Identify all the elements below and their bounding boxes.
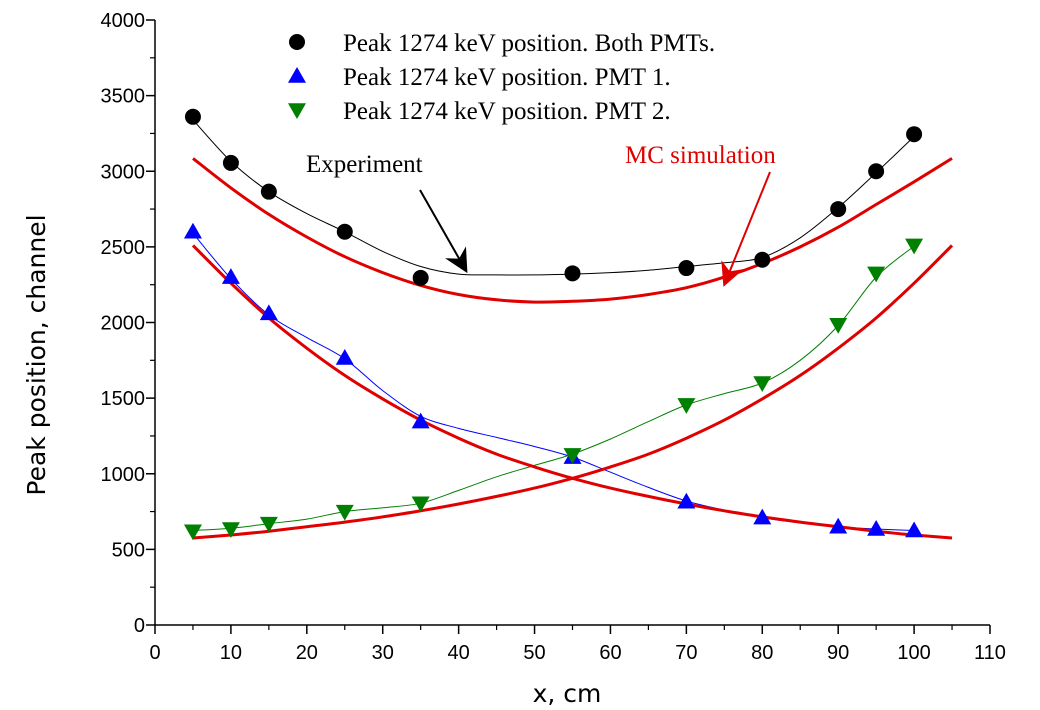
series-1-point	[260, 183, 277, 200]
y-tick-label: 1000	[101, 464, 146, 486]
series-2-point	[829, 517, 848, 534]
y-axis-label: Peak position, channel	[22, 214, 51, 495]
series-3-point	[867, 266, 886, 283]
legend: Peak 1274 keV position. Both PMTs. Peak 1…	[288, 30, 715, 125]
data-points	[183, 108, 924, 541]
series-2-point	[867, 519, 886, 536]
x-tick-label: 40	[448, 642, 470, 664]
series-3-point	[259, 516, 278, 533]
series-2-point	[221, 268, 240, 284]
mc-simulation-pmt1-curve	[191, 244, 953, 540]
y-tick-label: 500	[112, 539, 145, 561]
series-2-point	[753, 508, 772, 525]
x-tick-label: 110	[974, 642, 1006, 664]
series-2-point	[905, 521, 924, 538]
series-2-point	[183, 222, 202, 239]
annotation-arrow-2	[721, 171, 771, 287]
series-1-point	[830, 201, 847, 218]
series-1-point	[222, 154, 239, 171]
x-tick-label: 80	[751, 642, 773, 664]
experiment-fit-pmt2-curve	[192, 245, 915, 531]
x-axis-label: x, cm	[533, 679, 602, 708]
series-3-point	[677, 398, 696, 414]
mc-simulation-pmt2-curve	[192, 244, 954, 540]
legend-marker-1	[289, 34, 305, 50]
annotation-arrow-1	[419, 189, 468, 274]
series-2-point	[411, 412, 430, 429]
legend-label-2: Peak 1274 keV position. PMT 1.	[343, 64, 671, 91]
x-tick-label: 20	[296, 642, 318, 664]
x-tick-label: 0	[149, 642, 160, 664]
series-3-point	[221, 522, 240, 538]
series-3-point	[829, 318, 848, 334]
series-1-point	[336, 223, 353, 240]
annotation-label-2: MC simulation	[625, 142, 776, 169]
fit-curves	[191, 119, 954, 540]
series-1-point	[184, 108, 201, 125]
x-tick-label: 30	[372, 642, 394, 664]
legend-marker-3	[288, 103, 306, 119]
legend-label-1: Peak 1274 keV position. Both PMTs.	[343, 30, 715, 57]
series-3-point	[183, 524, 202, 541]
y-tick-label: 1500	[101, 388, 146, 410]
annotation-label-1: Experiment	[306, 151, 423, 178]
series-3-point	[753, 376, 772, 392]
series-3-point	[905, 238, 924, 255]
legend-label-3: Peak 1274 keV position. PMT 2.	[343, 98, 671, 125]
x-tick-label: 90	[827, 642, 849, 664]
y-tick-label: 2500	[101, 237, 146, 259]
series-3-point	[335, 504, 354, 521]
y-tick-label: 3000	[101, 161, 146, 183]
experiment-fit-both-curve	[192, 119, 915, 276]
annotations: Experiment MC simulation	[306, 142, 776, 287]
x-tick-label: 50	[523, 642, 545, 664]
series-2-point	[259, 304, 278, 321]
x-tick-label: 10	[220, 642, 242, 664]
y-tick-label: 4000	[101, 10, 146, 32]
y-tick-label: 0	[134, 615, 145, 637]
series-1-point	[906, 126, 923, 143]
y-tick-label: 2000	[101, 313, 146, 335]
series-1-point	[678, 260, 695, 277]
x-tick-label: 70	[675, 642, 697, 664]
series-3-point	[411, 496, 430, 513]
legend-marker-2	[288, 67, 306, 83]
series-2-point	[335, 349, 354, 365]
mc-simulation-both-curve	[192, 157, 953, 304]
series-1-point	[754, 251, 771, 268]
axes: 0 10 20 30 40 50 60 70 80 90 100 110 0 500 1000 1500 200…	[101, 10, 1006, 664]
series-1-point	[564, 265, 581, 282]
experiment-fit-pmt1-curve	[192, 232, 915, 531]
x-tick-label: 60	[599, 642, 621, 664]
y-tick-label: 3500	[101, 86, 146, 108]
series-3-point	[563, 448, 582, 464]
series-2-point	[677, 492, 696, 509]
series-1-point	[412, 269, 429, 286]
series-1-point	[868, 163, 885, 180]
x-tick-label: 100	[897, 642, 930, 664]
